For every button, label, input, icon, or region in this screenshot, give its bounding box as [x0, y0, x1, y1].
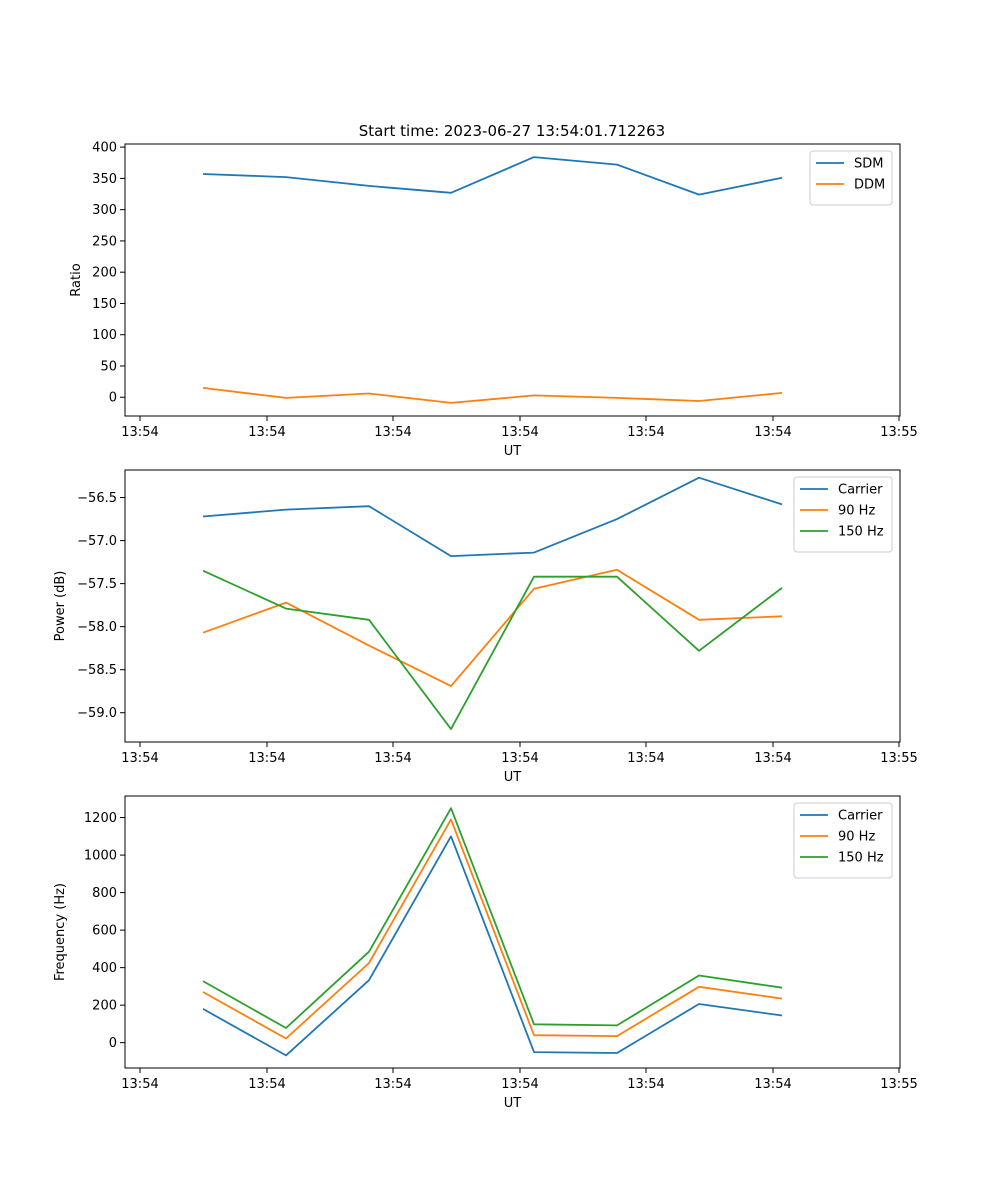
- y-tick-label: 1000: [84, 849, 117, 864]
- x-tick-label: 13:54: [501, 751, 538, 766]
- legend-label: 90 Hz: [838, 830, 875, 845]
- series-line-ddm: [202, 387, 783, 404]
- series-line-carrier: [202, 476, 783, 557]
- legend: Carrier 90 Hz 150 Hz: [793, 476, 893, 553]
- plot-frame: [124, 795, 901, 1069]
- legend-box: [793, 802, 893, 879]
- x-tick-label: 13:54: [121, 425, 158, 440]
- y-tick-label: 200: [92, 266, 117, 281]
- legend-label: DDM: [854, 178, 885, 193]
- x-tick-label: 13:54: [374, 1077, 411, 1092]
- legend: Carrier 90 Hz 150 Hz: [793, 802, 893, 879]
- series-line-sdm: [202, 156, 783, 196]
- x-tick-label: 13:54: [754, 425, 791, 440]
- y-tick-label: 350: [92, 172, 117, 187]
- y-tick-label: −58.5: [77, 663, 117, 678]
- y-tick-label: 50: [100, 359, 117, 374]
- y-tick-label: 800: [92, 886, 117, 901]
- x-tick-label: 13:54: [627, 751, 664, 766]
- x-tick-label: 13:55: [880, 1077, 917, 1092]
- series-line-90-hz: [202, 818, 783, 1040]
- x-tick-label: 13:54: [248, 1077, 285, 1092]
- y-tick-label: 150: [92, 297, 117, 312]
- y-tick-label: 300: [92, 203, 117, 218]
- y-tick-label: 1200: [84, 811, 117, 826]
- y-tick-label: 100: [92, 328, 117, 343]
- y-tick-label: −56.5: [77, 491, 117, 506]
- y-axis-label: Frequency (Hz): [53, 883, 68, 981]
- y-tick-label: −59.0: [77, 706, 117, 721]
- x-tick-label: 13:54: [248, 751, 285, 766]
- series-line-90-hz: [202, 568, 783, 687]
- y-axis-label: Power (dB): [53, 571, 68, 642]
- x-tick-label: 13:54: [754, 1077, 791, 1092]
- x-tick-label: 13:54: [248, 425, 285, 440]
- legend-label: 150 Hz: [838, 525, 884, 540]
- legend-label: Carrier: [838, 809, 883, 824]
- x-tick-label: 13:54: [374, 751, 411, 766]
- legend-label: SDM: [854, 157, 883, 172]
- y-tick-label: 250: [92, 234, 117, 249]
- y-axis-label: Ratio: [69, 263, 84, 296]
- y-tick-label: 0: [109, 391, 117, 406]
- panel-2: −59.0 −58.5 −58.0 −57.5 −57.0 −56.5 13:54 13:54…: [53, 469, 918, 785]
- y-tick-label: −57.0: [77, 534, 117, 549]
- y-tick-label: 600: [92, 924, 117, 939]
- y-tick-label: 400: [92, 141, 117, 156]
- panel-1: 0 50 100 150 200 250 300 350 400 13:54 13:54 13:54 1…: [69, 141, 918, 459]
- x-axis-label: UT: [504, 444, 522, 459]
- y-tick-label: −58.0: [77, 620, 117, 635]
- x-tick-label: 13:54: [501, 1077, 538, 1092]
- legend-box: [793, 476, 893, 553]
- legend-box: [809, 150, 893, 206]
- plot-frame: [124, 143, 901, 417]
- legend: SDM DDM: [809, 150, 893, 206]
- x-tick-label: 13:54: [627, 1077, 664, 1092]
- y-tick-label: 200: [92, 999, 117, 1014]
- x-tick-label: 13:55: [880, 425, 917, 440]
- panel-3: 0 200 400 600 800 1000 1200 13:54 13:54 13:54 13:5…: [53, 795, 918, 1111]
- legend-label: 90 Hz: [838, 504, 875, 519]
- legend-label: 150 Hz: [838, 851, 884, 866]
- y-tick-label: −57.5: [77, 577, 117, 592]
- x-tick-label: 13:55: [880, 751, 917, 766]
- series-line-150-hz: [202, 569, 783, 730]
- x-tick-label: 13:54: [121, 751, 158, 766]
- x-tick-label: 13:54: [121, 1077, 158, 1092]
- x-axis-label: UT: [504, 1096, 522, 1111]
- series-line-carrier: [202, 835, 783, 1057]
- x-tick-label: 13:54: [374, 425, 411, 440]
- x-axis-label: UT: [504, 770, 522, 785]
- y-tick-label: 400: [92, 961, 117, 976]
- y-tick-label: 0: [109, 1036, 117, 1051]
- legend-label: Carrier: [838, 483, 883, 498]
- x-tick-label: 13:54: [627, 425, 664, 440]
- figure-title: Start time: 2023-06-27 13:54:01.712263: [359, 122, 665, 140]
- series-line-150-hz: [202, 807, 783, 1029]
- plot-frame: [124, 469, 901, 743]
- x-tick-label: 13:54: [754, 751, 791, 766]
- x-tick-label: 13:54: [501, 425, 538, 440]
